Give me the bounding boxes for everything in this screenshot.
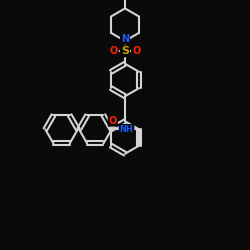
Text: S: S bbox=[121, 46, 129, 56]
Text: O: O bbox=[132, 46, 140, 56]
Text: N: N bbox=[121, 34, 129, 44]
Text: NH: NH bbox=[120, 125, 134, 134]
Text: O: O bbox=[109, 116, 117, 126]
Text: O: O bbox=[110, 46, 118, 56]
